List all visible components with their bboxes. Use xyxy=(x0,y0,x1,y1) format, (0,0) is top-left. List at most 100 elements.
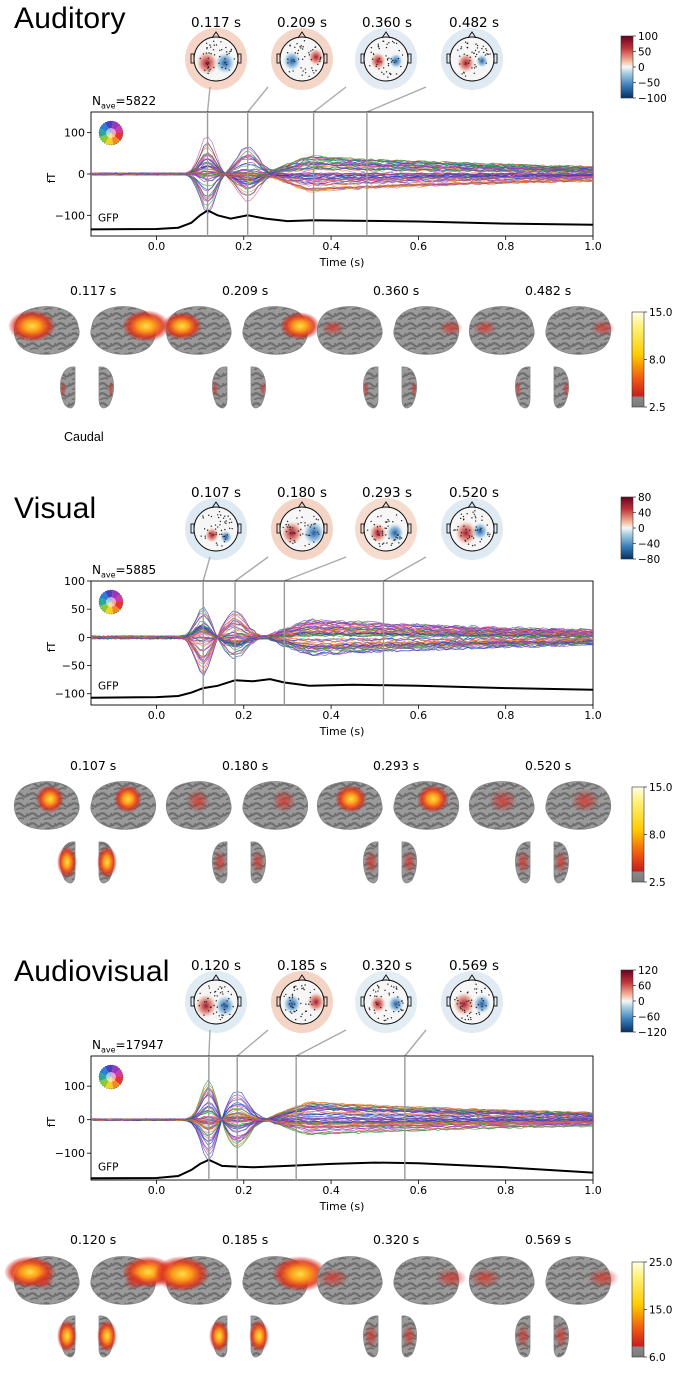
brain-activation xyxy=(8,310,56,342)
brain-caudal-view xyxy=(57,1315,117,1358)
topomap-sensor xyxy=(288,996,291,999)
topomap-sensor xyxy=(318,533,320,535)
topomap-sensor xyxy=(396,537,399,539)
topomap-sensor xyxy=(378,57,381,60)
topomap-sensor xyxy=(377,986,380,988)
topomap-sensor xyxy=(208,52,210,54)
topomap-sensor xyxy=(475,517,477,519)
topomap-negative-blob xyxy=(220,530,232,544)
topomap-sensor xyxy=(385,1019,387,1021)
topomap-sensor xyxy=(285,523,287,526)
brain-activation xyxy=(321,320,345,336)
topomap-sensor xyxy=(469,59,471,62)
topomap-sensor xyxy=(470,1018,472,1021)
topomap-sensor xyxy=(213,66,215,69)
topomap xyxy=(355,28,417,90)
topomap-sensor xyxy=(312,49,314,51)
topomap-sensor xyxy=(285,530,288,533)
brain-activation xyxy=(411,381,417,397)
y-axis-label: fT xyxy=(46,172,58,183)
topomap-sensor xyxy=(229,527,231,530)
topomap-ear xyxy=(407,996,412,1007)
topomap-sensor xyxy=(317,519,319,521)
topomap-sensor xyxy=(390,985,393,987)
brain-activation xyxy=(272,1256,328,1292)
topomap-sensor xyxy=(301,985,303,987)
topomap-sensor xyxy=(457,525,459,528)
topomap-connector xyxy=(284,556,347,582)
topomap-sensor xyxy=(386,542,388,544)
topomap-sensor xyxy=(216,544,218,546)
brain-caudal-view xyxy=(363,1315,417,1358)
topomap-sensor xyxy=(307,534,309,537)
topomap-sensor xyxy=(208,70,210,72)
topomap-sensor xyxy=(228,522,231,524)
topomap-sensor xyxy=(378,68,380,70)
topomap-sensor xyxy=(456,997,458,999)
topomap-ear xyxy=(190,996,195,1007)
brain-activation xyxy=(435,1268,467,1288)
colorbar-tick-label: 60 xyxy=(638,981,651,993)
topomap-sensor xyxy=(206,529,209,531)
topo-time-label: 0.185 s xyxy=(277,958,327,974)
brain-activation xyxy=(108,381,114,397)
topomap-sensor xyxy=(300,67,302,69)
topo-time-label: 0.107 s xyxy=(191,485,241,501)
topomap-sensor xyxy=(474,520,477,522)
topomap-sensor xyxy=(377,990,379,992)
topomap-sensor xyxy=(461,1005,463,1007)
topomap-sensor xyxy=(468,1000,470,1002)
topomap-sensor xyxy=(205,42,208,45)
brain-activation xyxy=(124,1274,144,1290)
topomap xyxy=(441,28,503,90)
topomap-sensor xyxy=(222,517,225,519)
topomap-sensor xyxy=(226,1005,228,1007)
topomap-connector xyxy=(247,86,269,113)
topomap-sensor xyxy=(398,1010,400,1013)
x-tick-label: 0.8 xyxy=(497,1184,515,1197)
topomap-sensor xyxy=(475,526,477,528)
topomap-sensor xyxy=(481,998,483,1000)
topomap-sensor xyxy=(225,522,227,525)
topomap-sensor xyxy=(386,521,388,523)
topomap-sensor xyxy=(480,527,482,530)
topomap-connector xyxy=(295,1029,347,1057)
x-tick-label: 0.4 xyxy=(322,1184,340,1197)
topomap-sensor xyxy=(224,521,226,523)
topomap-connector xyxy=(313,86,347,113)
brain-surface xyxy=(14,781,80,830)
brain-activation xyxy=(363,381,369,397)
topomap-sensor xyxy=(214,995,216,997)
topomap-sensor xyxy=(292,542,294,545)
topomap-sensor xyxy=(475,53,478,56)
gfp-line xyxy=(90,209,594,231)
topomap-negative-blob xyxy=(388,995,404,1013)
topomap-sensor xyxy=(208,987,211,989)
topomap-sensor xyxy=(373,1009,376,1011)
topomap-sensor xyxy=(291,1012,293,1014)
colorbar: 80 40 0 −40 −80 xyxy=(620,492,660,566)
topomap-sensor xyxy=(475,988,478,990)
brain-activation xyxy=(469,1268,501,1288)
topomap-sensor xyxy=(469,1016,472,1019)
brain-cortex xyxy=(317,306,383,355)
x-tick-label: 0.8 xyxy=(497,709,515,722)
topomap-ear xyxy=(323,53,328,64)
topomap-sensor xyxy=(314,46,316,48)
topomap-sensor xyxy=(206,46,208,49)
topomap-sensor xyxy=(221,1014,223,1016)
topomap-sensor xyxy=(400,537,403,539)
topomap-negative-blob xyxy=(472,522,488,540)
topomap-sensor xyxy=(297,998,300,1000)
topomap-sensor xyxy=(294,52,296,54)
topomap-sensor xyxy=(475,1006,478,1009)
topomap-sensor xyxy=(477,1003,480,1006)
topomap-sensor xyxy=(224,61,226,64)
brain-activation xyxy=(260,381,266,397)
topomap-sensor xyxy=(391,542,393,545)
topomap-sensor xyxy=(225,520,227,522)
panel-title: Audiovisual xyxy=(14,955,170,988)
topomap-sensor xyxy=(199,992,201,995)
brain-activation xyxy=(335,785,367,813)
topomap-sensor xyxy=(466,54,468,57)
